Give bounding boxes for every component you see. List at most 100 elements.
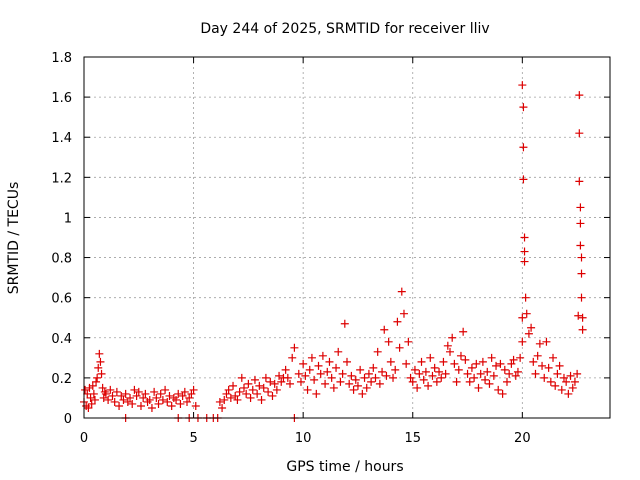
data-point: [95, 349, 104, 358]
data-point: [535, 339, 544, 348]
data-point: [478, 357, 487, 366]
data-point: [576, 219, 585, 228]
data-point: [290, 343, 299, 352]
data-point: [154, 399, 163, 408]
data-point: [538, 361, 547, 370]
data-point: [312, 389, 321, 398]
data-point: [248, 385, 257, 394]
data-point: [555, 361, 564, 370]
data-point: [577, 253, 586, 262]
data-point: [564, 389, 573, 398]
data-point: [505, 369, 514, 378]
data-point: [507, 359, 516, 368]
data-point: [521, 293, 530, 302]
data-point: [283, 373, 292, 382]
data-point: [89, 389, 98, 398]
data-point: [104, 395, 113, 404]
data-point: [386, 357, 395, 366]
data-point: [470, 373, 479, 382]
data-point: [578, 313, 587, 322]
data-point: [489, 371, 498, 380]
data-point: [93, 373, 102, 382]
data-point: [281, 365, 290, 374]
data-point: [371, 373, 380, 382]
data-point: [134, 387, 143, 396]
data-point: [446, 347, 455, 356]
data-point: [395, 343, 404, 352]
data-point: [575, 177, 584, 186]
data-point: [88, 381, 97, 390]
data-point: [573, 369, 582, 378]
data-point: [527, 323, 536, 332]
data-point: [150, 387, 159, 396]
data-point: [415, 369, 424, 378]
data-point: [487, 353, 496, 362]
data-point: [108, 391, 117, 400]
data-point: [85, 383, 94, 392]
data-point: [502, 377, 511, 386]
data-point: [255, 381, 264, 390]
data-point: [222, 389, 231, 398]
data-point: [224, 385, 233, 394]
data-point: [275, 371, 284, 380]
data-point: [529, 357, 538, 366]
data-point: [288, 353, 297, 362]
data-point: [345, 379, 354, 388]
data-point: [577, 269, 586, 278]
y-tick-label: 1.2: [51, 171, 72, 186]
data-point: [430, 363, 439, 372]
data-point: [417, 357, 426, 366]
data-point: [452, 377, 461, 386]
data-point: [305, 365, 314, 374]
data-point: [384, 337, 393, 346]
data-point: [244, 379, 253, 388]
x-axis-label: GPS time / hours: [286, 459, 403, 475]
data-point: [568, 383, 577, 392]
data-point: [117, 391, 126, 400]
data-point: [439, 357, 448, 366]
data-point: [158, 395, 167, 404]
data-point: [570, 377, 579, 386]
data-point: [167, 401, 176, 410]
data-point: [428, 371, 437, 380]
x-tick-label: 15: [404, 431, 421, 446]
data-point: [347, 371, 356, 380]
data-point: [132, 391, 141, 400]
data-point: [402, 359, 411, 368]
data-point: [360, 373, 369, 382]
data-point: [380, 325, 389, 334]
data-point: [286, 379, 295, 388]
data-point: [518, 81, 527, 90]
data-point: [540, 373, 549, 382]
data-point: [325, 357, 334, 366]
data-point: [169, 393, 178, 402]
data-point: [139, 393, 148, 402]
data-point: [235, 387, 244, 396]
data-point: [393, 317, 402, 326]
data-point: [115, 401, 124, 410]
data-point: [391, 365, 400, 374]
data-point: [237, 373, 246, 382]
y-tick-label: 1: [64, 211, 72, 226]
data-point: [294, 369, 303, 378]
data-point: [485, 379, 494, 388]
data-point: [465, 377, 474, 386]
data-point: [220, 395, 229, 404]
data-point: [498, 389, 507, 398]
data-point: [191, 401, 200, 410]
data-point: [542, 337, 551, 346]
data-point: [303, 385, 312, 394]
y-tick-label: 1.6: [51, 91, 72, 106]
data-point: [277, 377, 286, 386]
data-point: [321, 379, 330, 388]
data-point: [450, 359, 459, 368]
data-point: [435, 367, 444, 376]
data-point: [130, 385, 139, 394]
data-point: [494, 385, 503, 394]
y-tick-label: 1.4: [51, 131, 72, 146]
data-point: [301, 371, 310, 380]
data-point: [562, 377, 571, 386]
data-point: [382, 371, 391, 380]
data-point: [163, 397, 172, 406]
data-point: [519, 175, 528, 184]
